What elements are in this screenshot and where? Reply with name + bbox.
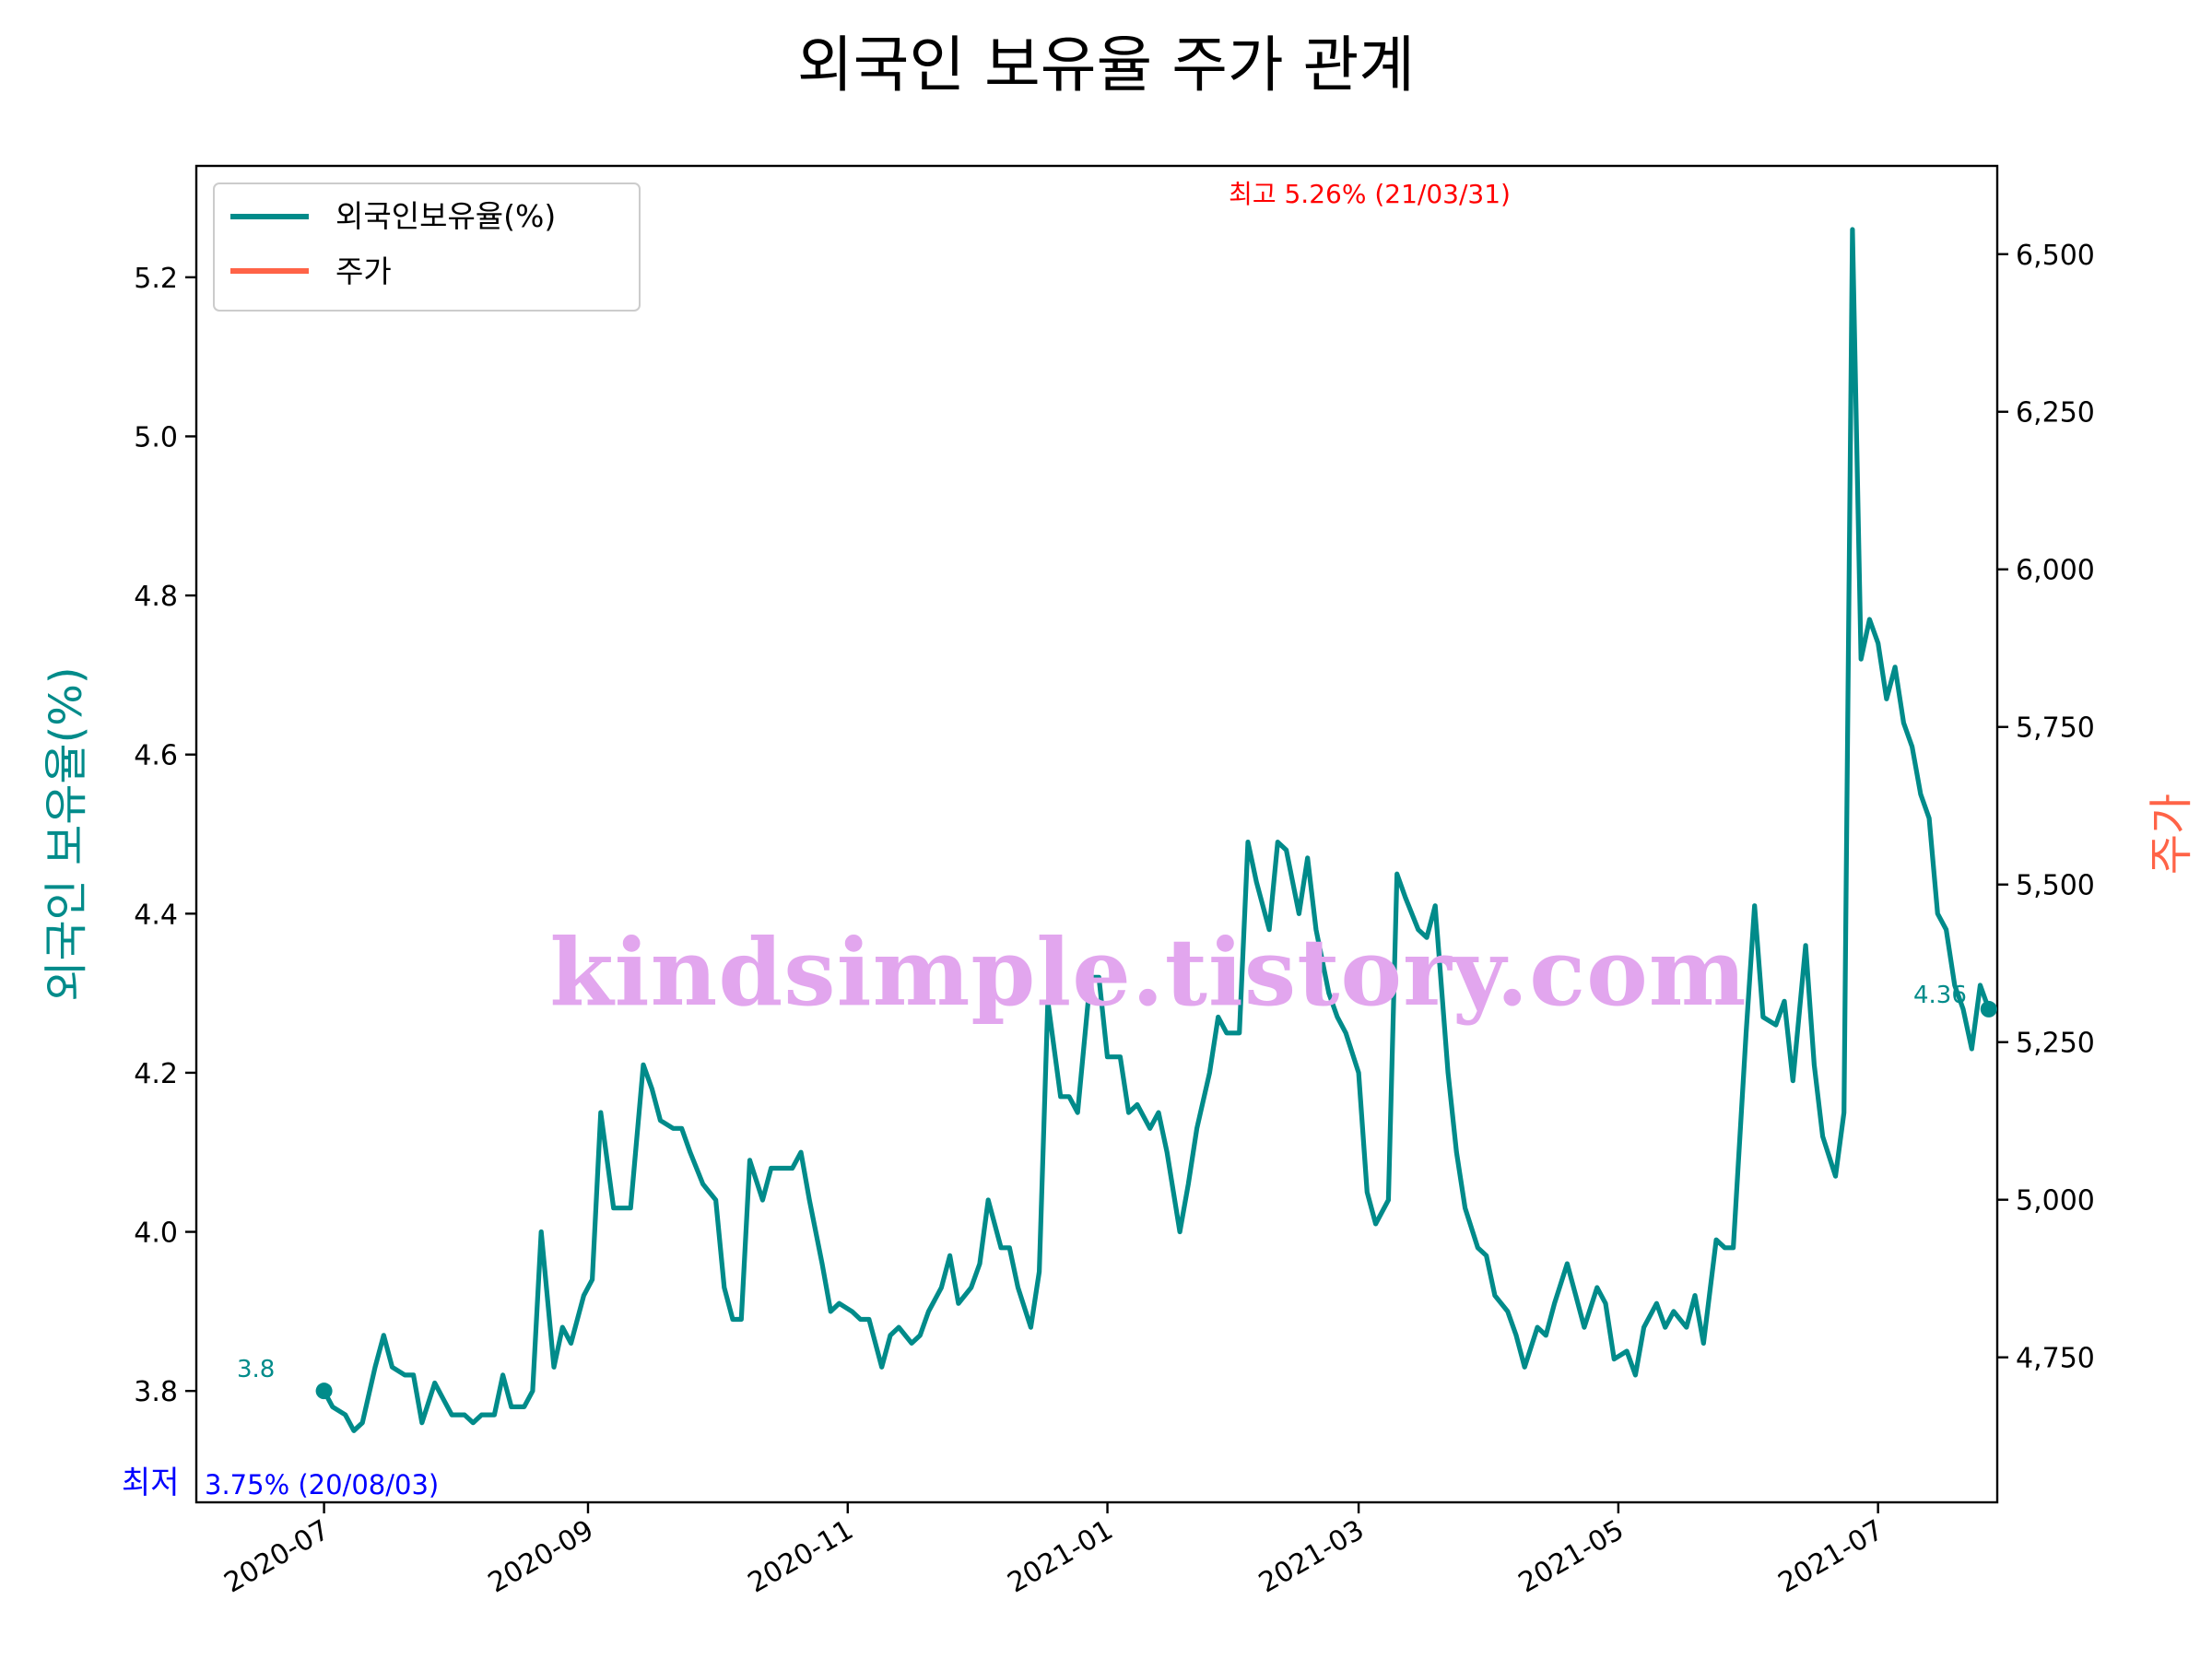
x-tick-label: 2020-09 (483, 1514, 599, 1600)
y-right-label: 주가 (2146, 794, 2197, 875)
y-left-tick-label: 4.6 (134, 740, 178, 772)
x-tick-label: 2020-07 (219, 1514, 335, 1600)
max-annotation: 최고 5.26% (21/03/31) (1229, 179, 1511, 209)
legend: 외국인보유율(%) 주가 (213, 182, 641, 312)
y-right-tick-label: 4,750 (2016, 1343, 2095, 1375)
x-tick-label: 2020-11 (743, 1514, 859, 1600)
y-left-label: 외국인 보유율(%) (41, 666, 92, 1001)
y-right-axis: 4,750 5,000 5,250 5,500 5,750 6,000 6,250 6,500 (1997, 240, 2095, 1375)
x-tick-label: 2021-01 (1002, 1514, 1118, 1600)
x-tick-label: 2021-07 (1773, 1514, 1889, 1600)
foreign-ownership-line (322, 227, 1992, 1433)
y-right-tick-label: 5,250 (2016, 1028, 2095, 1060)
end-marker (1980, 1000, 1997, 1018)
end-value-label: 4.36 (1913, 982, 1967, 1009)
min-annotation-prefix: 최저 (122, 1465, 180, 1501)
y-left-tick-label: 4.8 (134, 581, 178, 613)
start-marker (315, 1382, 333, 1400)
y-left-tick-label: 4.4 (134, 899, 178, 931)
min-annotation-value: 3.75% (20/08/03) (205, 1469, 439, 1500)
y-right-tick-label: 5,000 (2016, 1185, 2095, 1218)
watermark: kindsimple.tistory.com (549, 918, 1747, 1027)
legend-label-price: 주가 (335, 253, 392, 289)
legend-label-foreign: 외국인보유율(%) (335, 198, 556, 234)
y-right-tick-label: 6,000 (2016, 555, 2095, 587)
y-left-tick-label: 5.0 (134, 421, 178, 453)
y-left-tick-label: 4.2 (134, 1058, 178, 1090)
chart-title: 외국인 보유율 주가 관계 (797, 29, 1415, 100)
x-tick-label: 2021-05 (1513, 1514, 1630, 1600)
y-right-tick-label: 6,250 (2016, 397, 2095, 429)
y-right-tick-label: 5,500 (2016, 870, 2095, 902)
y-left-tick-label: 5.2 (134, 263, 178, 295)
y-right-tick-label: 6,500 (2016, 240, 2095, 272)
y-left-tick-label: 4.0 (134, 1218, 178, 1250)
x-axis: 2020-07 2020-09 2020-11 2021-01 2021-03 2021-… (219, 1502, 1889, 1600)
series-layer (315, 227, 1997, 1433)
y-right-tick-label: 5,750 (2016, 712, 2095, 745)
y-left-tick-label: 3.8 (134, 1376, 178, 1408)
y-left-axis: 3.8 4.0 4.2 4.4 4.6 4.8 5.0 5.2 (134, 263, 196, 1408)
x-tick-label: 2021-03 (1253, 1514, 1370, 1600)
start-value-label: 3.8 (237, 1356, 275, 1383)
plot-frame (194, 164, 1999, 1504)
